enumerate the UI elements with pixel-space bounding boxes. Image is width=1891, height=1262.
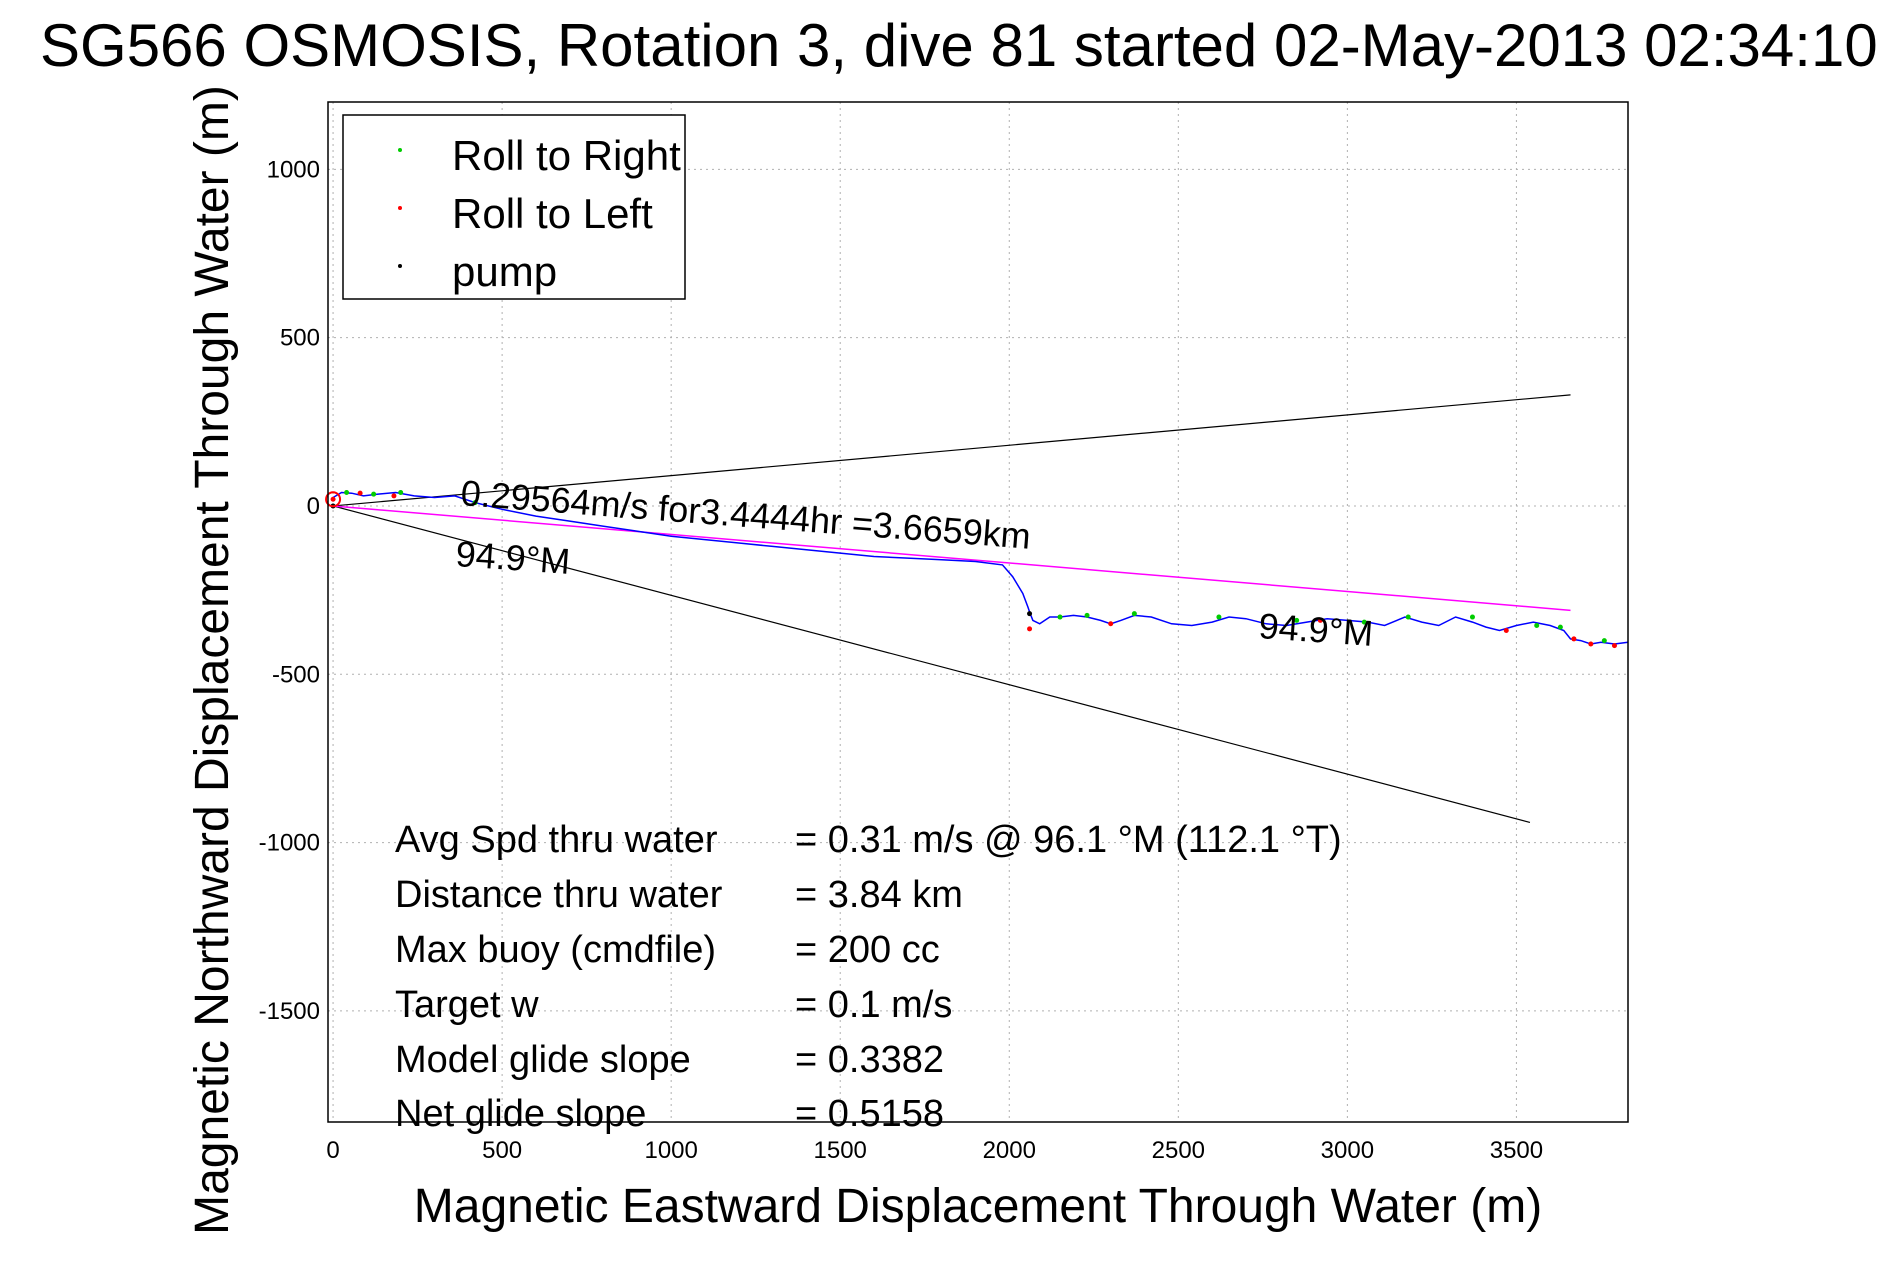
summary-value-target-w: = 0.1 m/s [795, 984, 952, 1026]
roll-right-point [371, 491, 377, 497]
legend-label-roll-left: Roll to Left [452, 190, 653, 237]
roll-right-point [1601, 638, 1607, 644]
summary-value-max-buoy: = 200 cc [795, 929, 940, 971]
cone-line [332, 505, 1531, 823]
start-marker [325, 491, 342, 508]
roll-right-point [1469, 614, 1475, 620]
roll-right-point [344, 489, 350, 495]
roll-markers [325, 489, 1617, 649]
legend-marker-roll-right [398, 148, 402, 152]
legend-label-roll-right: Roll to Right [452, 132, 681, 179]
legend-marker-roll-left [398, 206, 402, 210]
x-tick-label: 3500 [1490, 1137, 1543, 1164]
roll-left-point [1611, 643, 1617, 649]
summary-label-model-glide: Model glide slope [395, 1039, 691, 1081]
heading-line [333, 505, 1571, 612]
roll-left-point [1317, 617, 1323, 623]
y-tick-label: -500 [272, 661, 320, 688]
roll-right-point [1361, 619, 1367, 625]
pump-point [1027, 611, 1033, 617]
roll-right-point [1405, 614, 1411, 620]
y-tick-label: -1000 [259, 830, 320, 857]
chart-title: SG566 OSMOSIS, Rotation 3, dive 81 start… [40, 12, 1878, 79]
roll-left-point [357, 490, 363, 496]
roll-left-point [1027, 626, 1033, 632]
roll-left-point [1571, 636, 1577, 642]
x-tick-label: 1500 [814, 1137, 867, 1164]
reference-lines [332, 394, 1571, 823]
roll-left-point [1588, 641, 1594, 647]
legend-label-pump: pump [452, 248, 557, 295]
x-axis-label: Magnetic Eastward Displacement Through W… [414, 1180, 1542, 1233]
legend-marker-pump [398, 264, 402, 268]
glider-track [332, 491, 1629, 645]
summary-label-max-buoy: Max buoy (cmdfile) [395, 929, 716, 971]
roll-right-point [1131, 611, 1137, 617]
y-tick-label: 0 [307, 493, 320, 520]
roll-right-point [398, 489, 404, 495]
summary-value-net-glide: = 0.5158 [795, 1093, 944, 1135]
roll-right-point [1294, 617, 1300, 623]
roll-left-point [330, 496, 336, 502]
summary-label-net-glide: Net glide slope [395, 1093, 646, 1135]
heading-annotation-far: 94.9°M [1257, 605, 1374, 654]
roll-right-point [1084, 612, 1090, 618]
x-tick-label: 2500 [1152, 1137, 1205, 1164]
x-tick-label: 2000 [983, 1137, 1036, 1164]
x-tick-label: 500 [482, 1137, 522, 1164]
summary-block: Avg Spd thru water = 0.31 m/s @ 96.1 °M … [395, 819, 1342, 1135]
summary-label-target-w: Target w [395, 984, 539, 1026]
roll-left-point [1108, 621, 1114, 627]
summary-value-model-glide: = 0.3382 [795, 1039, 944, 1081]
y-tick-label: -1500 [259, 998, 320, 1025]
y-axis-label: Magnetic Northward Displacement Through … [186, 85, 239, 1235]
summary-value-distance: = 3.84 km [795, 874, 963, 916]
axis-ticks: 0 500 1000 1500 2000 2500 3000 3500 1000 500 0 -500… [259, 156, 1544, 1164]
x-tick-label: 1000 [644, 1137, 697, 1164]
x-tick-label: 3000 [1321, 1137, 1374, 1164]
plot-frame [327, 101, 1629, 1123]
roll-left-point [1503, 628, 1509, 634]
y-tick-label: 500 [280, 325, 320, 352]
summary-label-distance: Distance thru water [395, 874, 723, 916]
roll-right-point [472, 500, 478, 506]
roll-right-point [1216, 614, 1222, 620]
y-tick-label: 1000 [267, 156, 320, 183]
heading-annotation-near: 94.9°M [454, 533, 571, 582]
roll-right-point [1534, 622, 1540, 628]
roll-right-point [1557, 624, 1563, 630]
track-line [332, 491, 1629, 645]
roll-right-point [1057, 614, 1063, 620]
x-tick-label: 0 [326, 1137, 339, 1164]
legend: Roll to Right Roll to Left pump [342, 114, 686, 300]
roll-left-point [391, 493, 397, 499]
summary-value-avg-speed: = 0.31 m/s @ 96.1 °M (112.1 °T) [795, 819, 1342, 861]
summary-label-avg-speed: Avg Spd thru water [395, 819, 718, 861]
cone-line [333, 394, 1571, 507]
